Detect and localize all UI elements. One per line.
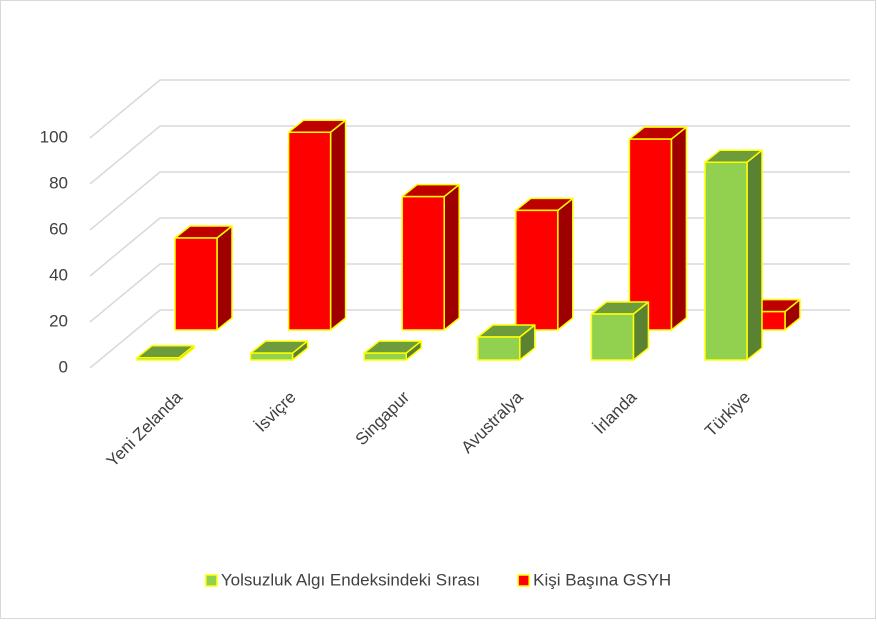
grid-line — [89, 171, 850, 231]
bar-front — [515, 209, 559, 331]
bar-front — [363, 352, 407, 361]
y-tick-label: 40 — [49, 265, 68, 284]
bar-side — [746, 149, 763, 361]
bar-side — [443, 183, 460, 331]
grid-line — [89, 263, 850, 323]
y-tick-label: 60 — [49, 219, 68, 238]
y-tick-label: 20 — [49, 311, 68, 330]
y-tick-label: 0 — [59, 357, 68, 376]
legend-item: Kişi Başına GSYH — [517, 570, 671, 589]
bar-front — [174, 237, 218, 331]
bar — [136, 344, 195, 361]
bar-front — [401, 195, 445, 331]
bar-front — [704, 161, 748, 361]
bar-side — [329, 119, 347, 331]
bar — [515, 197, 574, 331]
bar-front — [287, 131, 332, 331]
grid-line — [89, 217, 850, 277]
bar-side — [557, 197, 574, 331]
grid-line — [89, 79, 850, 139]
bar-front — [477, 336, 521, 361]
legend-swatch — [517, 574, 530, 587]
bar-side — [216, 225, 233, 331]
bar-front — [628, 138, 673, 331]
bar-front — [590, 313, 635, 361]
bar — [590, 301, 650, 361]
bar-front — [249, 352, 294, 361]
legend-label: Yolsuzluk Algı Endeksindeki Sırası — [221, 570, 480, 589]
bar — [363, 340, 422, 361]
y-tick-label: 80 — [49, 173, 68, 192]
bar-front — [136, 356, 180, 361]
legend-swatch — [205, 574, 218, 587]
legend-label: Kişi Başına GSYH — [533, 570, 671, 589]
legend-item: Yolsuzluk Algı Endeksindeki Sırası — [205, 570, 480, 589]
bar — [628, 126, 688, 331]
grid-line — [89, 125, 850, 185]
bar — [174, 225, 233, 331]
y-tick-label: 100 — [40, 127, 68, 146]
bar-side — [670, 126, 688, 331]
bar — [249, 340, 309, 361]
bar — [287, 119, 347, 331]
legend: Yolsuzluk Algı Endeksindeki Sırası Kişi B… — [205, 570, 671, 589]
bar — [477, 324, 536, 361]
bar — [401, 183, 460, 331]
bar — [704, 149, 763, 361]
